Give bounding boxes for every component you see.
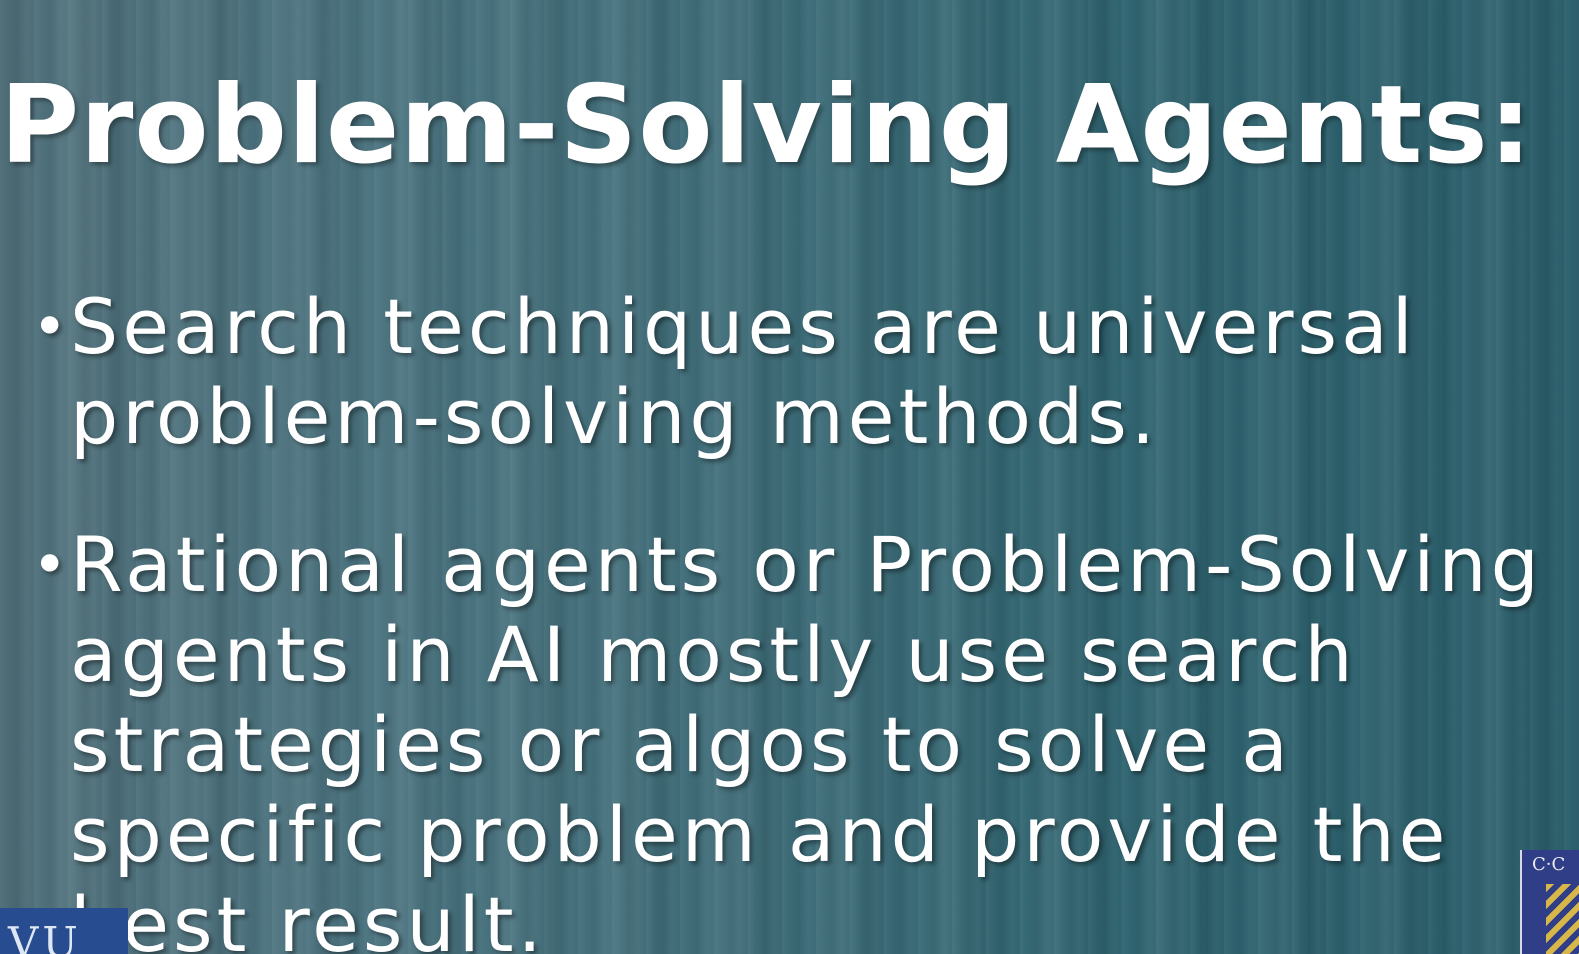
university-logo-text: VU	[8, 918, 82, 954]
bullet-dot-icon: •	[32, 530, 68, 600]
crest-logo-text: C·C	[1532, 854, 1566, 875]
crest-logo: C·C	[1520, 850, 1579, 954]
slide-title: Problem-Solving Agents:	[0, 63, 1533, 188]
bullet-text: Rational agents or Problem-Solving agent…	[70, 520, 1543, 954]
bullet-item: • Rational agents or Problem-Solving age…	[32, 520, 1567, 954]
bullet-text: Search techniques are universal problem-…	[70, 282, 1417, 461]
bullet-dot-icon: •	[32, 292, 68, 362]
university-logo: VU	[0, 908, 128, 954]
bullet-list: • Search techniques are universal proble…	[32, 282, 1567, 954]
bullet-item: • Search techniques are universal proble…	[32, 282, 1567, 462]
shield-icon	[1546, 884, 1579, 954]
